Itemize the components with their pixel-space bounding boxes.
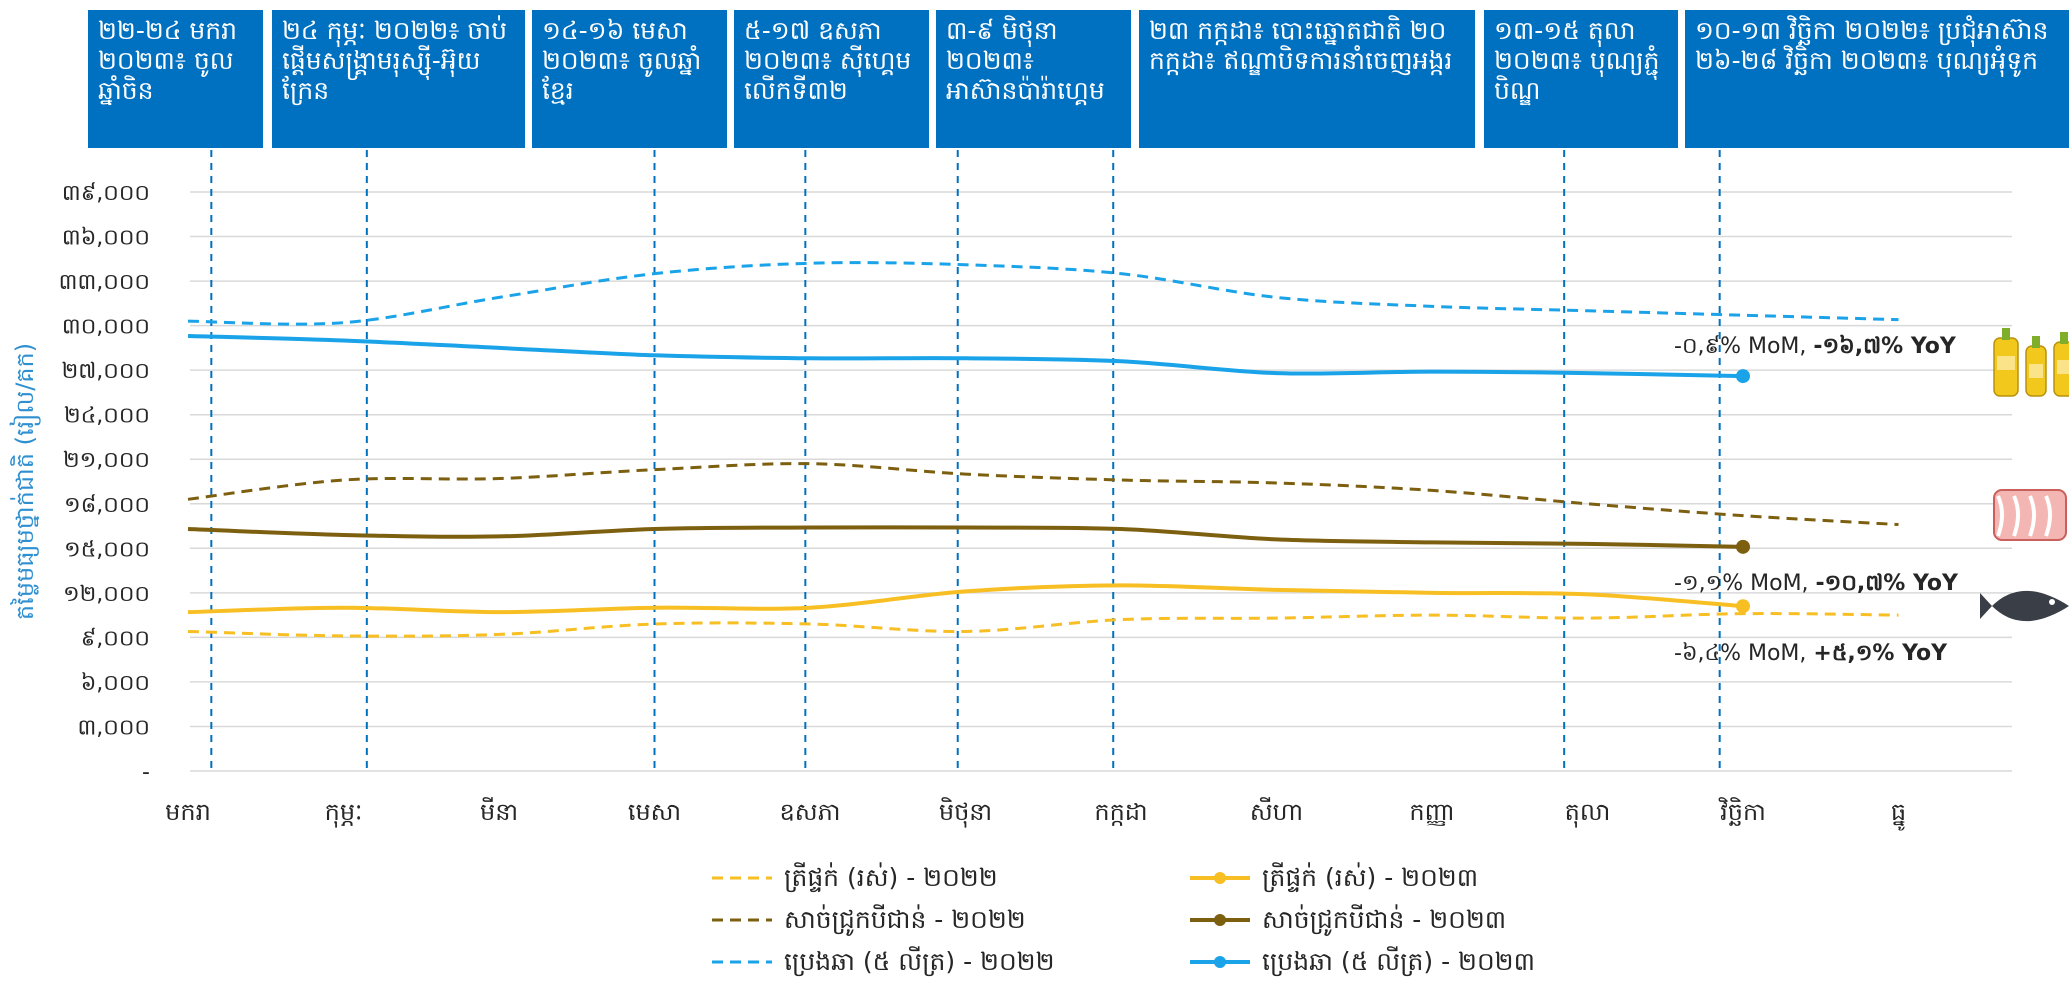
event-box: ១០-១៣ វិច្ឆិកា ២០២២៖ ប្រជុំអាស៊ាន ២៦-២៨ … — [1685, 10, 2069, 148]
series-endpoint-pork — [1736, 539, 1750, 554]
y-tick-label: ២១,០០០ — [63, 448, 150, 473]
x-tick-label: កញ្ញា — [1409, 798, 1454, 826]
y-axis-title: តម្លៃមធ្យមថ្នាក់ជាតិ (រៀល/គក) — [9, 343, 41, 620]
mom-yoy-annotation: -១,១% MoM, -១០,៧% YoY — [1674, 571, 1959, 596]
legend-marker-oil — [1214, 956, 1226, 968]
series-endpoint-oil — [1736, 369, 1750, 384]
series-line-fish-2023 — [187, 583, 1744, 615]
event-box: ១៣-១៥ តុលា ២០២៣៖ បុណ្យភ្ជុំបិណ្ឌ — [1484, 10, 1678, 148]
y-tick-label: ១៨,០០០ — [64, 493, 150, 518]
x-tick-label: មិថុនា — [939, 797, 992, 828]
y-tick-label: ៣៦,០០០ — [62, 226, 150, 251]
series-line-oil-2022 — [187, 261, 1899, 326]
legend-label: ប្រេងឆា (៥ លីត្រ) - ២០២៣ — [1262, 946, 1535, 977]
y-tick-label: ៦,០០០ — [81, 671, 150, 696]
y-tick-label: - — [142, 760, 150, 785]
pork-meat-icon — [1993, 489, 2067, 541]
y-tick-label: ១៥,០០០ — [64, 537, 150, 562]
x-tick-label: មករា — [165, 798, 211, 826]
series-line-oil-2023 — [187, 334, 1744, 379]
legend-label: ត្រីផ្ទក់ (រស់) - ២០២២ — [784, 862, 998, 893]
y-tick-label: ៩,០០០ — [81, 626, 150, 651]
event-box: ១៤-១៦ មេសា ២០២៣៖ ចូលឆ្នាំខ្មែរ — [532, 10, 727, 148]
series-line-pork-2023 — [187, 525, 1744, 549]
mom-yoy-annotation: -០,៩% MoM, -១៦,៧% YoY — [1674, 334, 1957, 359]
x-tick-label: មីនា — [480, 797, 518, 826]
event-box: ៥-១៧ ឧសភា ២០២៣៖ ស៊ីហ្គេមលើកទី៣២ — [734, 10, 929, 148]
x-tick-label: សីហា — [1250, 797, 1303, 826]
legend-marker-pork — [1214, 914, 1226, 926]
series-endpoint-fish — [1736, 599, 1750, 614]
y-tick-label: ៣,០០០ — [77, 715, 150, 740]
x-tick-label: តុលា — [1565, 798, 1611, 828]
legend-label: សាច់ជ្រូកបីជាន់ - ២០២៣ — [1262, 904, 1506, 936]
event-box: ៣-៩ មិថុនា ២០២៣៖ អាស៊ានប៉ារ៉ាហ្គេម — [936, 10, 1131, 148]
x-tick-label: ឧសភា — [780, 798, 841, 826]
oil-bottles-icon — [1993, 328, 2069, 397]
event-box: ២៤ កុម្ភៈ ២០២២៖ ចាប់ផ្ដើមសង្គ្រាមរុស្ស៊ី… — [272, 10, 525, 148]
legend-label: សាច់ជ្រូកបីជាន់ - ២០២២ — [784, 904, 1026, 936]
y-tick-label: ២៧,០០០ — [62, 359, 150, 384]
y-tick-label: ២៤,០០០ — [64, 404, 150, 429]
x-tick-label: វិច្ឆិកា — [1718, 797, 1766, 826]
event-box: ២២-២៤ មករា ២០២៣៖ ចូលឆ្នាំចិន — [88, 10, 263, 148]
legend-label: ប្រេងឆា (៥ លីត្រ) - ២០២២ — [784, 946, 1055, 977]
y-tick-label: ៣៣,០០០ — [59, 270, 150, 295]
fish-icon — [1980, 590, 2069, 622]
x-tick-label: កក្កដា — [1094, 798, 1147, 826]
x-tick-label: កុម្ភៈ — [325, 798, 363, 828]
x-tick-label: មេសា — [628, 798, 681, 826]
y-tick-label: ១២,០០០ — [63, 582, 150, 607]
series-line-fish-2022 — [187, 612, 1899, 638]
y-tick-label: ៣៩,០០០ — [62, 181, 150, 206]
x-tick-label: ធ្នូ — [1891, 798, 1906, 831]
legend-label: ត្រីផ្ទក់ (រស់) - ២០២៣ — [1262, 862, 1478, 893]
y-tick-label: ៣០,០០០ — [62, 315, 150, 340]
legend-marker-fish — [1214, 872, 1226, 884]
series-line-pork-2022 — [187, 462, 1899, 527]
event-box: ២៣ កក្កដា៖ បោះឆ្នោតជាតិ ២០ កក្កដា៖ ឥណ្ឌា… — [1139, 10, 1475, 148]
mom-yoy-annotation: -៦,៤% MoM, +៥,១% YoY — [1674, 641, 1948, 666]
